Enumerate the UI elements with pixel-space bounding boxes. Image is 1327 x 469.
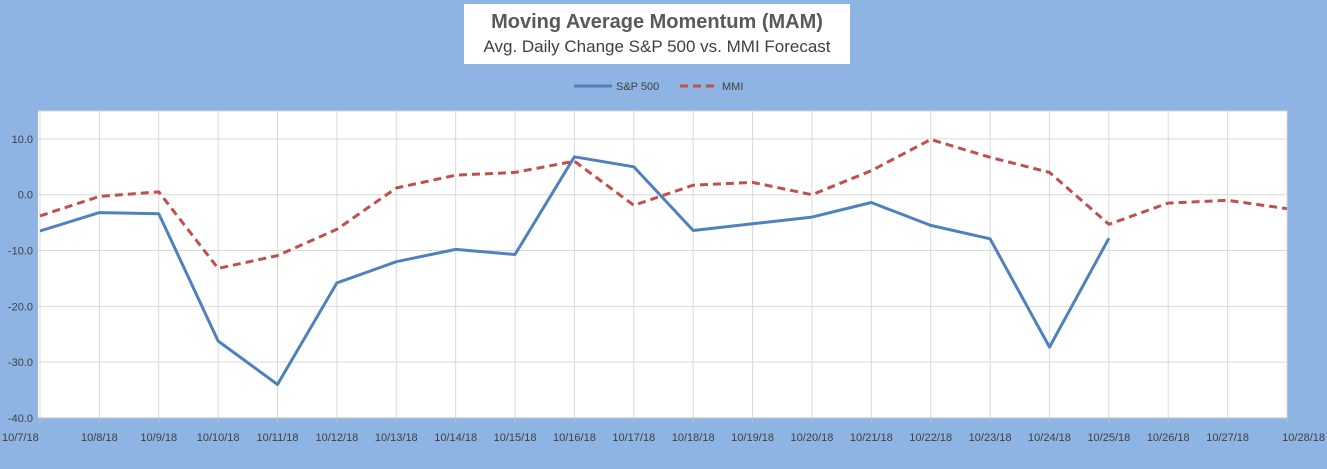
y-tick-label: -20.0 xyxy=(8,301,33,313)
legend-label: S&P 500 xyxy=(616,81,659,93)
title-box: Moving Average Momentum (MAM) Avg. Daily… xyxy=(464,4,850,64)
x-tick-label: 10/23/18 xyxy=(969,432,1012,444)
y-tick-label: -40.0 xyxy=(8,413,33,425)
chart-subtitle: Avg. Daily Change S&P 500 vs. MMI Foreca… xyxy=(483,37,831,56)
x-tick-label: 10/25/18 xyxy=(1087,432,1130,444)
x-tick-label: 10/28/18 xyxy=(1282,432,1325,444)
legend: S&P 500 MMI xyxy=(574,81,743,93)
x-tick-label: 10/20/18 xyxy=(791,432,834,444)
series-line-sp500 xyxy=(39,155,1111,386)
x-tick-label: 10/16/18 xyxy=(553,432,596,444)
x-tick-label: 10/9/18 xyxy=(140,432,177,444)
x-tick-label: 10/21/18 xyxy=(850,432,893,444)
x-tick-label: 10/14/18 xyxy=(434,432,477,444)
x-tick-label: 10/17/18 xyxy=(612,432,655,444)
x-tick-label: 10/11/18 xyxy=(257,432,299,444)
series-line-mmi xyxy=(39,138,1288,270)
series-group xyxy=(39,138,1288,386)
x-tick-label: 10/8/18 xyxy=(81,432,118,444)
x-tick-label: 10/7/18 xyxy=(2,432,39,444)
x-tick-label: 10/27/18 xyxy=(1206,432,1249,444)
x-tick-label: 10/15/18 xyxy=(494,432,537,444)
x-tick-label: 10/10/18 xyxy=(197,432,240,444)
x-tick-label: 10/26/18 xyxy=(1147,432,1190,444)
x-axis: 10/7/18 10/8/18 10/9/18 10/10/18 10/11/18 10/… xyxy=(2,417,1325,444)
x-tick-label: 10/12/18 xyxy=(315,432,358,444)
x-tick-label: 10/24/18 xyxy=(1028,432,1071,444)
x-tick-label: 10/22/18 xyxy=(909,432,952,444)
x-tick-label: 10/18/18 xyxy=(672,432,715,444)
plot-area xyxy=(38,111,1287,418)
y-tick-label: 10.0 xyxy=(12,134,33,146)
y-axis: -40.0 -30.0 -20.0 -10.0 0.0 10.0 xyxy=(8,134,33,425)
chart-title: Moving Average Momentum (MAM) xyxy=(491,11,823,33)
y-tick-label: -10.0 xyxy=(8,246,33,258)
y-tick-label: 0.0 xyxy=(18,190,33,202)
x-tick-label: 10/19/18 xyxy=(731,432,774,444)
x-tick-label: 10/13/18 xyxy=(375,432,418,444)
legend-label: MMI xyxy=(722,81,743,93)
y-tick-label: -30.0 xyxy=(8,357,33,369)
